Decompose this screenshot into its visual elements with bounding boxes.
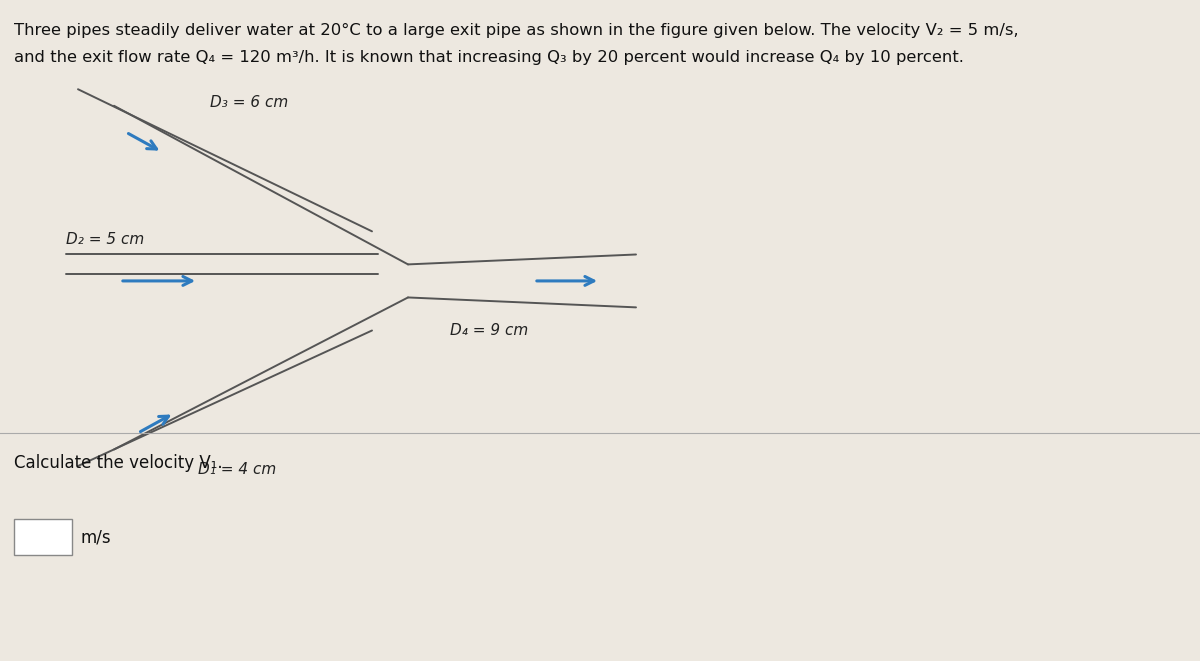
Text: D₄ = 9 cm: D₄ = 9 cm: [450, 323, 528, 338]
Text: D₁ = 4 cm: D₁ = 4 cm: [198, 462, 276, 477]
Text: D₂ = 5 cm: D₂ = 5 cm: [66, 232, 144, 247]
Text: D₃ = 6 cm: D₃ = 6 cm: [210, 95, 288, 110]
Text: Calculate the velocity V₁.: Calculate the velocity V₁.: [14, 453, 223, 472]
FancyBboxPatch shape: [14, 519, 72, 555]
Text: and the exit flow rate Q₄ = 120 m³/h. It is known that increasing Q₃ by 20 perce: and the exit flow rate Q₄ = 120 m³/h. It…: [14, 50, 965, 65]
Text: m/s: m/s: [80, 528, 112, 546]
Text: Three pipes steadily deliver water at 20°C to a large exit pipe as shown in the : Three pipes steadily deliver water at 20…: [14, 23, 1019, 38]
